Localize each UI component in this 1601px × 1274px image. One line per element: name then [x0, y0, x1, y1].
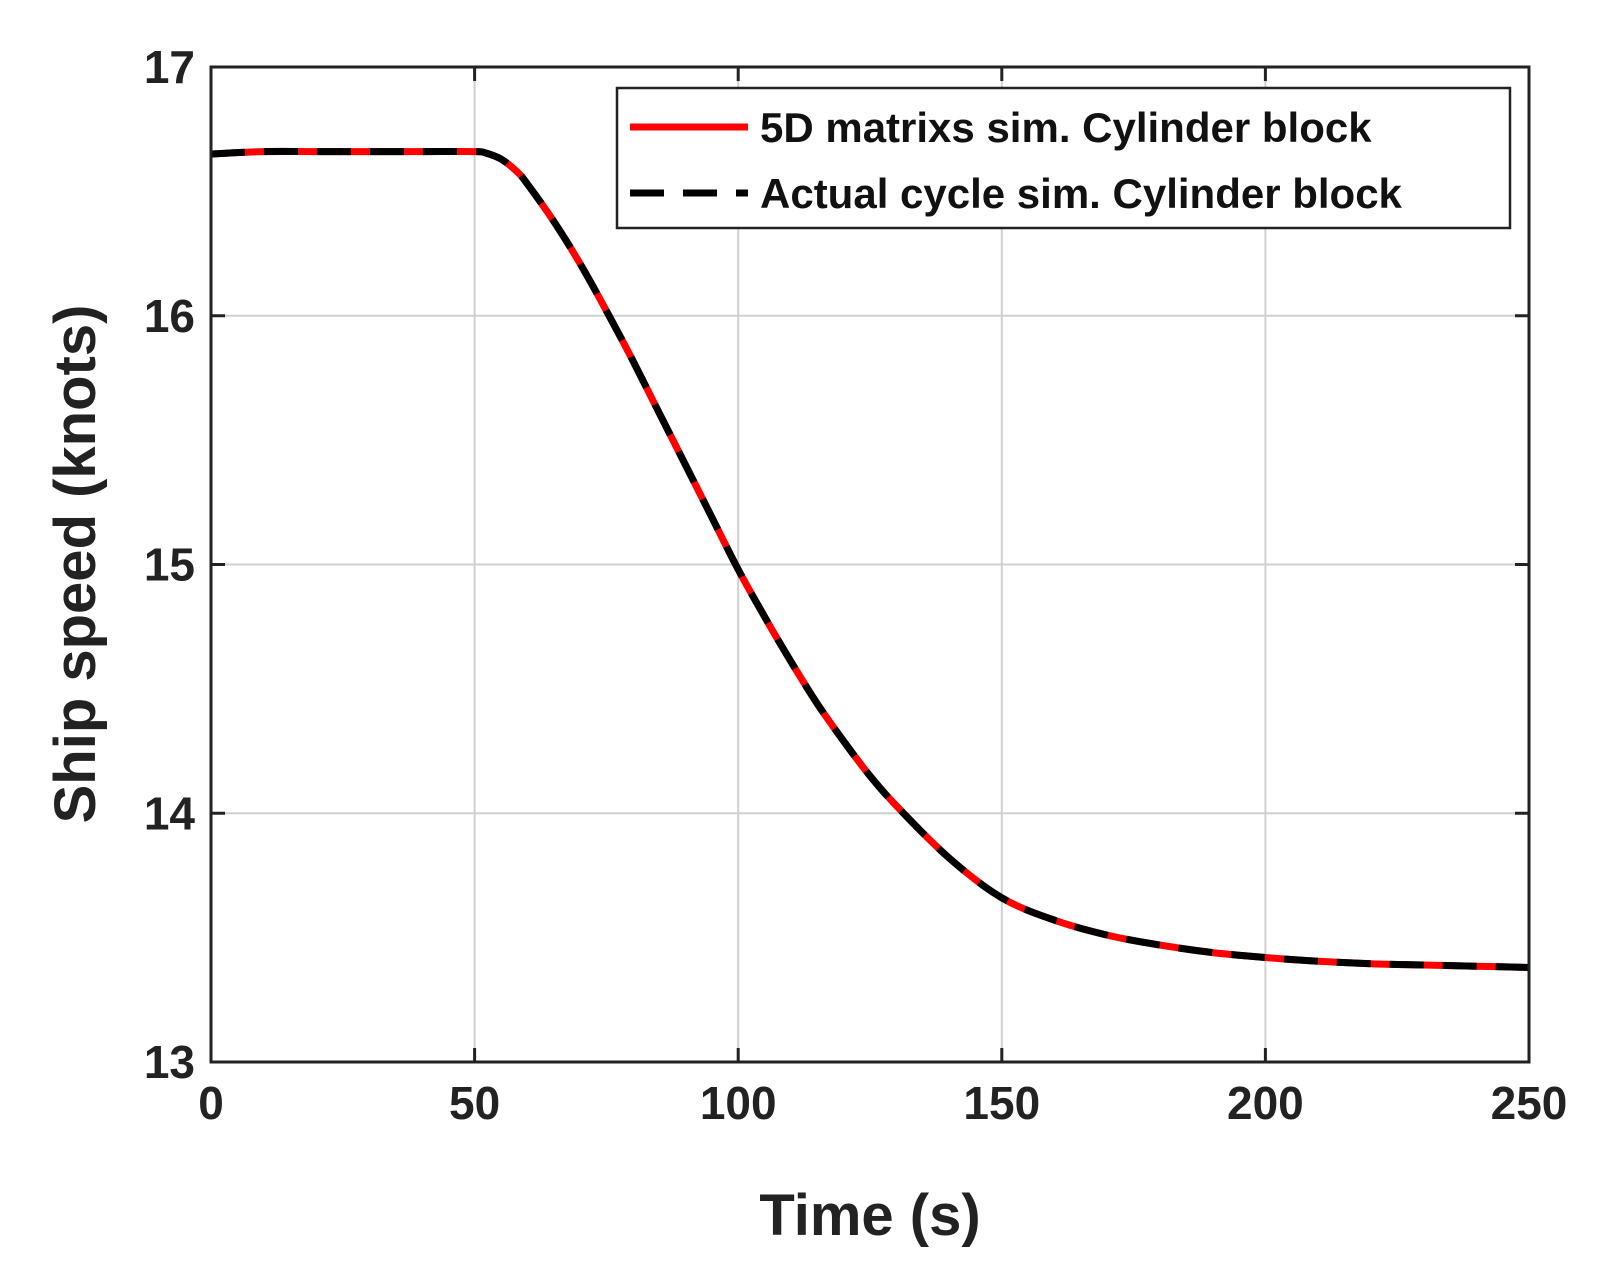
y-tick-label: 14 [144, 787, 196, 839]
y-tick-label: 15 [144, 539, 195, 591]
x-tick-label: 250 [1491, 1077, 1568, 1129]
x-tick-label: 50 [449, 1077, 500, 1129]
x-tick-label: 0 [198, 1077, 224, 1129]
plot-series [210, 147, 1530, 971]
x-tick-label: 150 [963, 1077, 1040, 1129]
y-tick-label: 16 [144, 290, 195, 342]
y-axis-label: Ship speed (knots) [43, 305, 108, 824]
axis-ticks: 0 50 100 150 200 250 13 14 15 16 17 [144, 41, 1568, 1129]
legend-box [615, 86, 1512, 230]
legend-label-series-2: Actual cycle sim. Cylinder block [760, 170, 1403, 217]
x-tick-label: 200 [1227, 1077, 1304, 1129]
x-tick-label: 100 [700, 1077, 777, 1129]
y-tick-label: 13 [144, 1036, 195, 1088]
y-tick-label: 17 [144, 41, 195, 93]
series-line-2 [210, 147, 1530, 971]
x-axis-label: Time (s) [759, 1183, 980, 1248]
legend: 5D matrixs sim. Cylinder block Actual cy… [615, 86, 1512, 230]
legend-label-series-1: 5D matrixs sim. Cylinder block [760, 104, 1372, 151]
